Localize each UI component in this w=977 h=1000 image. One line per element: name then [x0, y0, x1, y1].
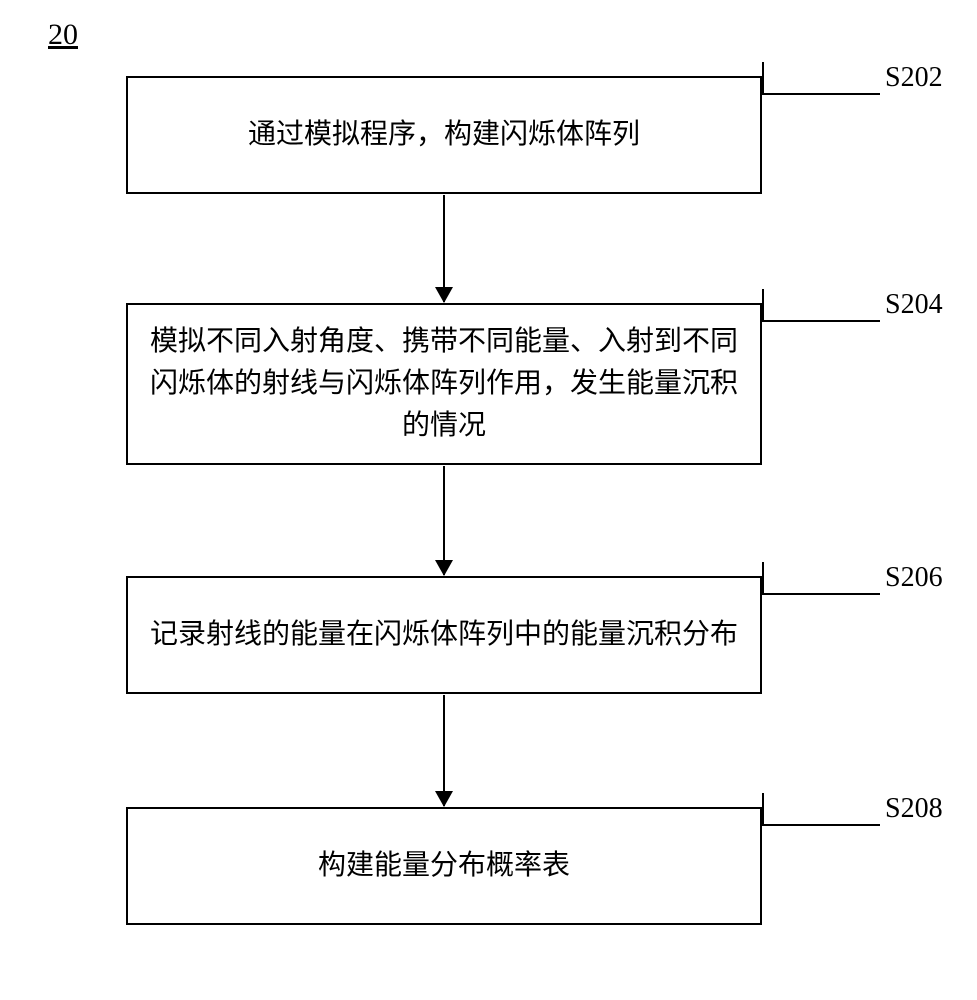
flowchart-box-3: 记录射线的能量在闪烁体阵列中的能量沉积分布 — [126, 576, 762, 694]
box-text-2: 模拟不同入射角度、携带不同能量、入射到不同闪烁体的射线与闪烁体阵列作用，发生能量… — [148, 321, 740, 447]
connector-4 — [762, 793, 880, 826]
arrow-3 — [443, 695, 445, 806]
flowchart-box-4: 构建能量分布概率表 — [126, 807, 762, 925]
step-label-3: S206 — [885, 562, 943, 594]
step-label-2: S204 — [885, 289, 943, 321]
connector-3 — [762, 562, 880, 595]
connector-1 — [762, 62, 880, 95]
connector-2 — [762, 289, 880, 322]
box-text-1: 通过模拟程序，构建闪烁体阵列 — [248, 114, 640, 156]
diagram-title: 20 — [48, 18, 78, 52]
arrow-2 — [443, 466, 445, 575]
arrow-1 — [443, 195, 445, 302]
box-text-3: 记录射线的能量在闪烁体阵列中的能量沉积分布 — [150, 614, 738, 656]
flowchart-box-1: 通过模拟程序，构建闪烁体阵列 — [126, 76, 762, 194]
box-text-4: 构建能量分布概率表 — [318, 845, 570, 887]
step-label-4: S208 — [885, 793, 943, 825]
flowchart-box-2: 模拟不同入射角度、携带不同能量、入射到不同闪烁体的射线与闪烁体阵列作用，发生能量… — [126, 303, 762, 465]
step-label-1: S202 — [885, 62, 943, 94]
